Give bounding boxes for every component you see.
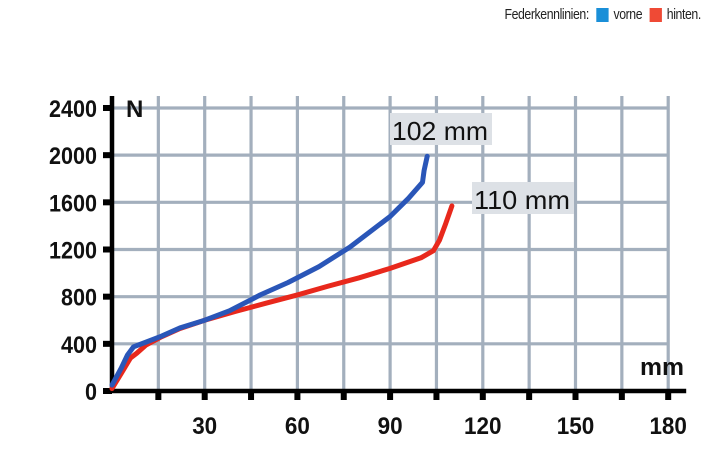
x-tick bbox=[248, 391, 255, 400]
data-series bbox=[109, 153, 455, 392]
legend-swatch-vorne bbox=[595, 7, 609, 22]
x-tick-label: 150 bbox=[557, 413, 595, 440]
axis-labels: 0 400 800 1200 1600 2000 2400 30 60 90 120 150 180 Nm… bbox=[49, 96, 687, 440]
x-tick bbox=[294, 391, 301, 400]
legend: Federkennlinien: vorne hinten. bbox=[504, 6, 702, 23]
axes bbox=[103, 95, 687, 400]
x-tick bbox=[433, 391, 440, 400]
x-tick-label: 180 bbox=[649, 413, 687, 440]
y-tick bbox=[103, 246, 112, 253]
x-tick-label: 90 bbox=[378, 413, 403, 440]
y-tick-label: 0 bbox=[85, 379, 97, 406]
grid bbox=[112, 95, 670, 391]
y-tick-label: 1600 bbox=[49, 190, 97, 217]
x-tick bbox=[155, 391, 162, 400]
x-tick bbox=[387, 391, 394, 400]
x-tick bbox=[479, 391, 486, 400]
x-tick-label: 120 bbox=[464, 413, 502, 440]
y-tick bbox=[103, 199, 112, 206]
series-line-hinten bbox=[109, 203, 455, 392]
y-tick-label: 2000 bbox=[49, 143, 97, 170]
y-tick-label: 2400 bbox=[49, 96, 97, 123]
legend-label-vorne: vorne bbox=[612, 6, 642, 23]
x-tick bbox=[572, 391, 579, 400]
annotation-rear-travel: 110 mm bbox=[474, 185, 570, 215]
annotation-front-travel-bg bbox=[390, 113, 492, 145]
y-tick bbox=[103, 152, 112, 159]
x-tick bbox=[526, 391, 533, 400]
x-tick-label: 60 bbox=[285, 413, 310, 440]
y-tick-label: 800 bbox=[61, 285, 97, 312]
legend-label-hinten: hinten. bbox=[666, 6, 701, 23]
x-tick bbox=[618, 391, 625, 400]
x-tick bbox=[340, 391, 347, 400]
x-tick bbox=[201, 391, 208, 400]
legend-title: Federkennlinien: bbox=[503, 6, 589, 23]
y-tick bbox=[103, 340, 112, 347]
y-tick-label: 1200 bbox=[49, 237, 97, 264]
x-tick-label: 30 bbox=[192, 413, 217, 440]
y-tick bbox=[103, 293, 112, 300]
y-unit-label: N bbox=[126, 96, 143, 123]
annotations: 102 mm 110 mm bbox=[390, 113, 574, 215]
y-tick bbox=[103, 104, 112, 111]
legend-swatch-hinten bbox=[649, 7, 662, 22]
series-line-vorne bbox=[109, 153, 430, 388]
y-tick-label: 400 bbox=[61, 332, 97, 359]
y-tick bbox=[103, 388, 112, 394]
annotation-rear-travel-bg bbox=[472, 182, 574, 214]
annotation-front-travel: 102 mm bbox=[392, 116, 488, 146]
x-unit-label: mm bbox=[640, 354, 684, 381]
x-tick bbox=[665, 391, 672, 400]
